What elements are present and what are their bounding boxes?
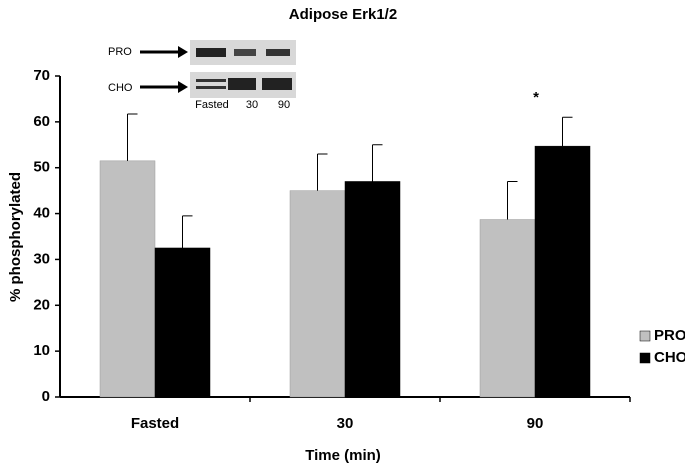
inset-lane-label: 30 bbox=[246, 99, 258, 111]
error-bar bbox=[372, 144, 383, 182]
y-tick-label: 20 bbox=[33, 296, 50, 313]
x-tick-label: Fasted bbox=[131, 415, 179, 432]
band bbox=[262, 78, 292, 90]
error-bar bbox=[507, 180, 518, 220]
y-tick-label: 50 bbox=[33, 159, 50, 176]
bar bbox=[479, 219, 536, 398]
arrow bbox=[178, 46, 188, 58]
y-tick-label: 10 bbox=[33, 342, 50, 359]
inset-row-label: PRO bbox=[108, 46, 132, 58]
arrow bbox=[178, 81, 188, 93]
y-axis-label: % phosphorylated bbox=[7, 172, 24, 302]
x-axis-label: Time (min) bbox=[305, 447, 381, 464]
bar bbox=[289, 190, 346, 398]
band bbox=[196, 86, 226, 89]
legend-label: CHO bbox=[654, 349, 685, 366]
band bbox=[234, 49, 256, 56]
x-tick-label: 90 bbox=[527, 415, 544, 432]
y-tick-label: 30 bbox=[33, 250, 50, 267]
bar bbox=[154, 247, 211, 398]
error-bar bbox=[182, 215, 193, 248]
y-tick-label: 70 bbox=[33, 67, 50, 84]
y-tick-label: 60 bbox=[33, 113, 50, 130]
bar bbox=[99, 160, 156, 398]
bar bbox=[534, 145, 591, 398]
band bbox=[196, 79, 226, 82]
inset-row-label: CHO bbox=[108, 82, 133, 94]
legend-swatch bbox=[639, 330, 651, 342]
inset-lane-label: 90 bbox=[278, 99, 290, 111]
band bbox=[266, 49, 290, 56]
band bbox=[228, 78, 256, 90]
legend-swatch bbox=[639, 352, 651, 364]
legend-label: PRO bbox=[654, 327, 685, 344]
error-bar bbox=[562, 116, 573, 147]
error-bar bbox=[127, 113, 138, 161]
y-tick-label: 40 bbox=[33, 205, 50, 222]
y-tick-label: 0 bbox=[42, 388, 50, 405]
bar bbox=[344, 181, 401, 398]
band bbox=[196, 48, 226, 57]
x-tick-label: 30 bbox=[337, 415, 354, 432]
inset: PRO CHO Fasted 30 90 bbox=[108, 40, 296, 111]
chart-title: Adipose Erk1/2 bbox=[289, 6, 397, 23]
inset-lane-label: Fasted bbox=[195, 99, 229, 111]
error-bar bbox=[317, 153, 328, 191]
annotation: * bbox=[533, 89, 539, 106]
